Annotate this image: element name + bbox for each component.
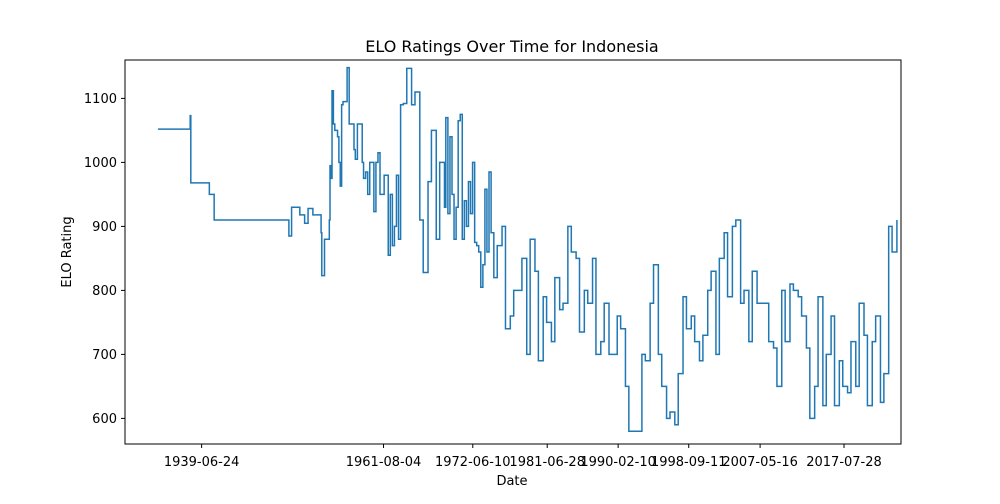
x-tick-label: 2007-05-16 (722, 455, 798, 470)
y-tick-label: 900 (92, 220, 117, 235)
chart-title: ELO Ratings Over Time for Indonesia (365, 37, 658, 56)
x-axis-label: Date (496, 474, 527, 489)
y-axis-label: ELO Rating (60, 216, 75, 287)
x-tick-label: 2017-07-28 (806, 455, 882, 470)
y-tick-label: 1000 (84, 156, 117, 171)
x-tick-label: 1939-06-24 (164, 455, 240, 470)
x-tick-label: 1961-08-04 (346, 455, 422, 470)
y-tick-label: 600 (92, 412, 117, 427)
y-tick-label: 800 (92, 284, 117, 299)
x-tick-label: 1990-02-10 (580, 455, 656, 470)
x-tick-label: 1998-09-11 (651, 455, 727, 470)
x-tick-label: 1981-06-28 (509, 455, 585, 470)
y-tick-label: 700 (92, 348, 117, 363)
x-tick-label: 1972-06-10 (435, 455, 511, 470)
y-tick-label: 1100 (84, 92, 117, 107)
